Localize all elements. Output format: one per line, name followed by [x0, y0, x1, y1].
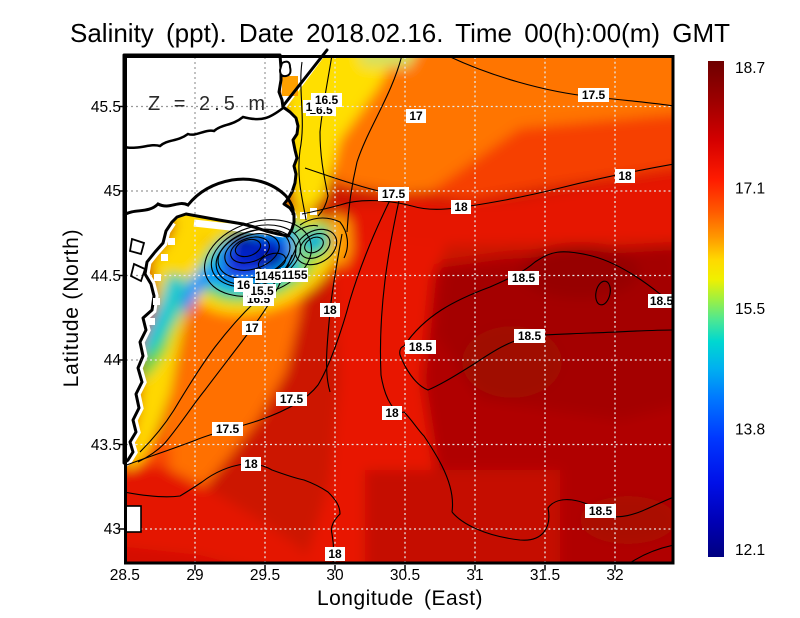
svg-text:17.5: 17.5: [382, 187, 406, 201]
svg-text:16: 16: [237, 278, 251, 292]
svg-text:12.1: 12.1: [735, 542, 765, 559]
svg-text:Latitude (North): Latitude (North): [60, 229, 83, 388]
svg-text:30.5: 30.5: [390, 567, 420, 584]
svg-text:30: 30: [326, 567, 344, 584]
svg-text:18: 18: [385, 406, 399, 420]
svg-text:28.5: 28.5: [110, 567, 140, 584]
svg-text:17: 17: [245, 321, 259, 335]
svg-text:29.5: 29.5: [250, 567, 280, 584]
svg-text:43.5: 43.5: [91, 437, 121, 454]
svg-text:44: 44: [104, 352, 122, 369]
svg-text:18.5: 18.5: [589, 504, 613, 518]
svg-text:17: 17: [409, 109, 423, 123]
svg-text:17.5: 17.5: [280, 392, 304, 406]
svg-text:15.5: 15.5: [250, 284, 274, 298]
svg-text:18: 18: [454, 200, 468, 214]
svg-text:1: 1: [306, 100, 313, 114]
svg-text:Salinity (ppt). Date 2018.02.1: Salinity (ppt). Date 2018.02.16. Time 00…: [70, 18, 730, 48]
svg-text:16.5: 16.5: [315, 93, 339, 107]
svg-text:18: 18: [328, 547, 342, 561]
svg-text:43: 43: [104, 521, 121, 538]
svg-text:18.5: 18.5: [409, 340, 433, 354]
svg-text:45: 45: [104, 183, 121, 200]
svg-text:18.5: 18.5: [518, 329, 542, 343]
svg-text:1155: 1155: [281, 268, 307, 282]
svg-text:18.7: 18.7: [735, 60, 765, 77]
svg-text:29: 29: [186, 567, 203, 584]
svg-text:45.5: 45.5: [91, 99, 121, 116]
svg-text:17.5: 17.5: [582, 88, 606, 102]
svg-text:18: 18: [244, 457, 258, 471]
svg-text:13.8: 13.8: [735, 422, 765, 439]
svg-text:17.1: 17.1: [735, 181, 765, 198]
svg-text:18.5: 18.5: [650, 294, 674, 308]
svg-text:31: 31: [466, 567, 483, 584]
svg-text:31.5: 31.5: [530, 567, 560, 584]
svg-text:15.5: 15.5: [735, 301, 765, 318]
svg-text:Z = 2.5 m: Z = 2.5 m: [148, 93, 269, 115]
svg-text:1145: 1145: [255, 269, 281, 283]
svg-text:44.5: 44.5: [91, 268, 121, 285]
svg-text:32: 32: [606, 567, 623, 584]
svg-text:18: 18: [618, 169, 632, 183]
svg-text:Longitude (East): Longitude (East): [317, 587, 483, 610]
svg-text:17.5: 17.5: [216, 422, 240, 436]
svg-text:18: 18: [323, 303, 337, 317]
svg-text:18.5: 18.5: [512, 271, 536, 285]
